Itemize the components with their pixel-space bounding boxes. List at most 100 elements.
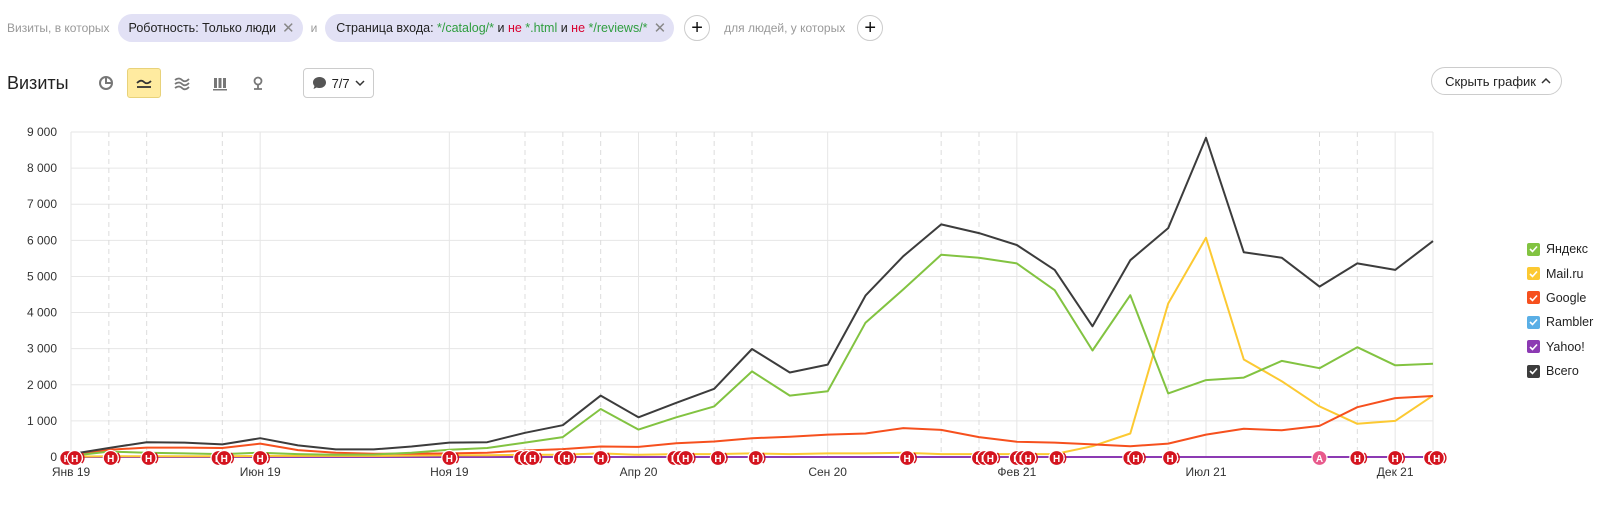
annotation-marker-arc (539, 452, 543, 464)
annotation-marker-arc (230, 452, 235, 464)
annotation-marker-arc (1142, 452, 1146, 464)
annotation-marker[interactable]: Н (1387, 449, 1405, 467)
pie-chart-icon (98, 76, 113, 90)
y-tick-label: 8 000 (27, 161, 57, 175)
legend-label: Rambler (1546, 315, 1594, 330)
legend-item[interactable]: Yahoo! (1527, 335, 1593, 359)
annotation-marker[interactable]: Н (441, 449, 460, 467)
bar-chart-button[interactable] (203, 68, 237, 98)
add-people-filter-button[interactable]: + (857, 15, 884, 41)
annotation-marker[interactable]: Н (709, 449, 728, 467)
annotation-marker-dot (1161, 449, 1179, 467)
annotation-marker[interactable]: Н (558, 449, 577, 467)
annotation-marker[interactable]: Н (524, 449, 543, 467)
annotation-marker[interactable]: Н (216, 449, 235, 467)
line-chart-button[interactable] (126, 68, 161, 98)
legend-item[interactable]: Mail.ru (1527, 261, 1593, 285)
annotation-marker-dot (140, 449, 157, 467)
pie-chart-button[interactable] (89, 68, 123, 98)
x-axis: Янв 19 Июн 19 Ноя 19 Апр 20 Сен 20 Фев 21 Июл … (52, 465, 1414, 479)
filter-chip-robots[interactable]: Роботность: Только люди ✕ (117, 14, 303, 42)
annotation-marker-arc (1401, 452, 1405, 464)
annotation-marker-arc (692, 452, 696, 464)
notes-dropdown[interactable]: 7/7 (302, 68, 374, 98)
annotation-marker-dot (1020, 449, 1037, 467)
checkbox-checked-icon[interactable] (1527, 242, 1540, 256)
annotation-marker[interactable]: Н (1428, 449, 1447, 467)
annotation-marker-letter: Н (563, 454, 570, 465)
entry-not-1: не (507, 21, 522, 35)
comment-icon (312, 77, 326, 89)
annotation-marker[interactable]: Н (102, 449, 121, 467)
annotation-marker[interactable]: Н (1127, 449, 1146, 467)
annotation-marker-letter: Н (107, 454, 114, 465)
entry-not-2: не (571, 21, 586, 35)
legend-label: Yahoo! (1546, 339, 1585, 354)
legend-item[interactable]: Google (1527, 286, 1593, 310)
annotation-marker-letter: Н (1053, 454, 1060, 465)
annotation-marker[interactable]: Н (1020, 449, 1038, 467)
annotation-marker[interactable]: Н (1048, 449, 1067, 467)
x-tick-label: Фев 21 (997, 465, 1036, 479)
close-icon[interactable]: ✕ (281, 19, 295, 37)
y-tick-label: 0 (50, 450, 57, 464)
annotation-marker-dot (592, 449, 609, 467)
annotation-marker-letter: Н (987, 454, 994, 465)
annotation-marker-letter: Н (257, 454, 264, 465)
annotation-marker-dot (441, 449, 458, 467)
checkbox-checked-icon[interactable] (1527, 291, 1540, 305)
checkbox-checked-icon[interactable] (1527, 267, 1540, 281)
y-tick-label: 9 000 (27, 125, 57, 139)
annotation-marker[interactable]: Н (677, 449, 696, 467)
chart-grid (70, 131, 1434, 458)
filter-chip-entry-page[interactable]: Страница входа: */catalog/* и не *.html … (325, 14, 675, 42)
annotation-marker-dot (252, 449, 269, 467)
hide-chart-button[interactable]: Скрыть график (1431, 67, 1562, 95)
x-tick-label: Янв 19 (52, 465, 91, 479)
annotation-marker[interactable]: Н (1161, 449, 1180, 467)
annotation-marker-dot (66, 449, 83, 467)
annotation-marker[interactable]: Н (982, 449, 1001, 467)
annotation-marker[interactable]: Н (252, 449, 270, 467)
annotation-marker[interactable]: Н (140, 449, 159, 467)
legend-item[interactable]: Всего (1527, 359, 1593, 383)
entry-page-prefix: Страница входа: (336, 21, 438, 35)
annotation-marker-letter: Н (1433, 454, 1440, 465)
annotation-marker[interactable]: Н (899, 449, 917, 467)
y-tick-label: 6 000 (27, 233, 57, 247)
annotation-markers[interactable]: ННННННННННННННННННННННННННННННАНННН (59, 449, 1447, 467)
chevron-down-icon (355, 80, 365, 87)
add-filter-button[interactable]: + (684, 15, 711, 41)
chart-toolbar: Визиты 7/7 (7, 67, 374, 99)
annotation-marker[interactable]: Н (66, 449, 85, 467)
y-axis: 0 1 000 2 000 3 000 4 000 5 000 6 000 7 000 8 00… (27, 125, 57, 464)
annotation-marker-arc (996, 452, 1001, 464)
legend-label: Google (1546, 290, 1587, 305)
people-filter-label: для людей, у которых (724, 21, 846, 35)
annotation-marker-dot (709, 449, 727, 467)
checkbox-checked-icon[interactable] (1527, 340, 1540, 354)
annotation-marker-arc (117, 452, 121, 464)
legend-item[interactable]: Яндекс (1527, 237, 1593, 261)
y-tick-label: 2 000 (27, 378, 57, 392)
y-tick-label: 5 000 (27, 269, 57, 283)
annotation-marker[interactable]: Н (747, 449, 766, 467)
close-icon[interactable]: ✕ (653, 19, 667, 37)
legend-item[interactable]: Rambler (1527, 310, 1593, 334)
chart-legend: Яндекс Mail.ru Google Rambler Yahoo! Всего (1527, 237, 1593, 383)
bar-chart-icon (212, 78, 227, 91)
annotation-marker[interactable]: Н (592, 449, 611, 467)
map-button[interactable] (241, 68, 275, 98)
annotation-marker-arc (762, 452, 766, 464)
checkbox-checked-icon[interactable] (1527, 315, 1540, 329)
line-chart-icon (135, 79, 152, 88)
annotation-marker-arc (573, 452, 577, 464)
annotation-marker-arc (155, 452, 159, 464)
annotation-marker[interactable]: Н (1349, 449, 1368, 467)
annotation-marker[interactable]: А (1311, 449, 1328, 467)
entry-pattern-2: *.html (521, 21, 558, 35)
annotation-marker-dot (1127, 449, 1145, 467)
area-chart-button[interactable] (165, 68, 199, 98)
annotation-marker-dot (677, 449, 694, 467)
checkbox-checked-icon[interactable] (1527, 364, 1540, 378)
